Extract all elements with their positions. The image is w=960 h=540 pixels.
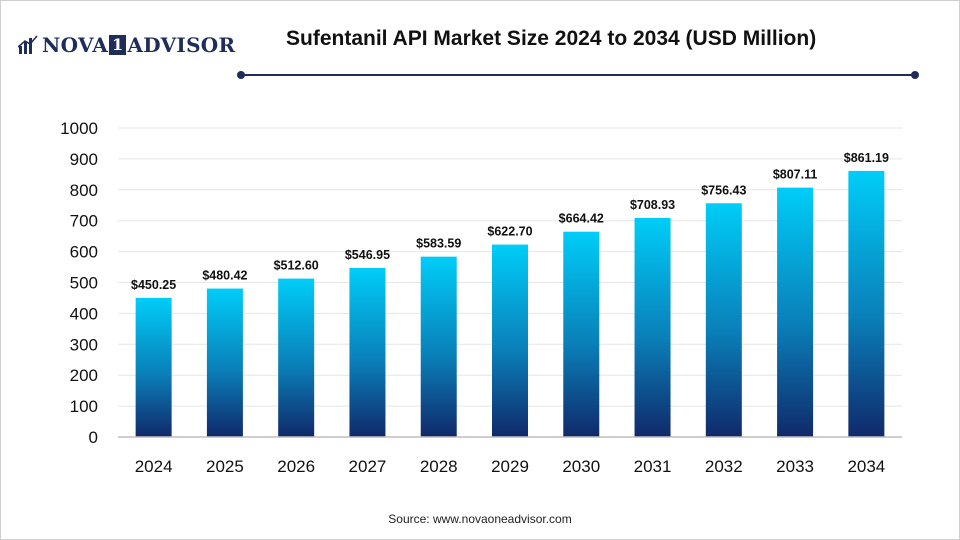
bar-value-label: $583.59	[416, 237, 461, 251]
bar	[206, 288, 243, 437]
value-labels: $450.25 $480.42 $512.60 $546.95 $583.59 $622.…	[131, 151, 889, 292]
bar-value-label: $807.11	[773, 168, 818, 182]
x-axis-ticks: 2024 2025 2026 2027 2028 2029 2030 2031 2032 2033…	[135, 457, 886, 476]
bar	[848, 170, 885, 438]
x-tick-label: 2028	[420, 457, 458, 476]
logo-text: NOVA 1 ADVISOR	[42, 33, 235, 57]
y-tick-label: 400	[70, 304, 98, 323]
y-tick-label: 900	[70, 150, 98, 169]
y-tick-label: 500	[70, 274, 98, 293]
bar-value-label: $450.25	[131, 278, 176, 292]
y-tick-label: 100	[70, 397, 98, 416]
x-tick-label: 2032	[705, 457, 743, 476]
logo-text-one: 1	[109, 35, 127, 55]
bar-chart: 0 100 200 300 400 500 600 700 800 900 1000 $450.25…	[60, 119, 902, 476]
title-rule-dot-right	[911, 71, 919, 79]
y-axis-ticks: 0 100 200 300 400 500 600 700 800 900 1000	[60, 119, 98, 447]
x-tick-label: 2031	[634, 457, 672, 476]
bars	[135, 170, 885, 438]
y-tick-label: 1000	[60, 119, 98, 138]
bar	[349, 267, 386, 437]
x-tick-label: 2034	[847, 457, 885, 476]
bar	[777, 187, 814, 437]
y-tick-label: 0	[89, 428, 98, 447]
bar	[563, 231, 600, 437]
bar	[492, 244, 528, 437]
title-rule-dot-left	[237, 71, 245, 79]
title-rule	[240, 74, 916, 76]
bar-value-label: $622.70	[487, 225, 532, 239]
x-tick-label: 2033	[776, 457, 814, 476]
x-tick-label: 2026	[277, 457, 315, 476]
y-tick-label: 300	[70, 335, 98, 354]
y-tick-label: 200	[70, 366, 98, 385]
bar-value-label: $546.95	[345, 248, 390, 262]
y-tick-label: 800	[70, 181, 98, 200]
logo-text-advisor: ADVISOR	[127, 33, 236, 57]
bar-value-label: $664.42	[559, 212, 604, 226]
x-tick-label: 2025	[206, 457, 244, 476]
logo-bars-icon	[18, 35, 38, 54]
bar	[634, 217, 671, 437]
logo-text-nova: NOVA	[42, 33, 109, 57]
bar-value-label: $708.93	[630, 198, 675, 212]
bar	[278, 278, 315, 437]
chart-title: Sufentanil API Market Size 2024 to 2034 …	[286, 27, 817, 50]
bar-value-label: $861.19	[844, 151, 889, 165]
brand-logo: NOVA 1 ADVISOR	[18, 30, 235, 60]
x-tick-label: 2027	[349, 457, 387, 476]
bar-value-label: $480.42	[202, 269, 247, 283]
y-tick-label: 700	[70, 212, 98, 231]
bar	[705, 203, 742, 437]
x-tick-label: 2024	[135, 457, 173, 476]
bar-value-label: $512.60	[274, 259, 319, 273]
x-tick-label: 2030	[562, 457, 600, 476]
bar-value-label: $756.43	[701, 183, 746, 197]
bar	[420, 256, 457, 437]
y-tick-label: 600	[70, 243, 98, 262]
source-note: Source: www.novaoneadvisor.com	[388, 512, 572, 526]
x-tick-label: 2029	[491, 457, 529, 476]
bar	[135, 297, 172, 437]
